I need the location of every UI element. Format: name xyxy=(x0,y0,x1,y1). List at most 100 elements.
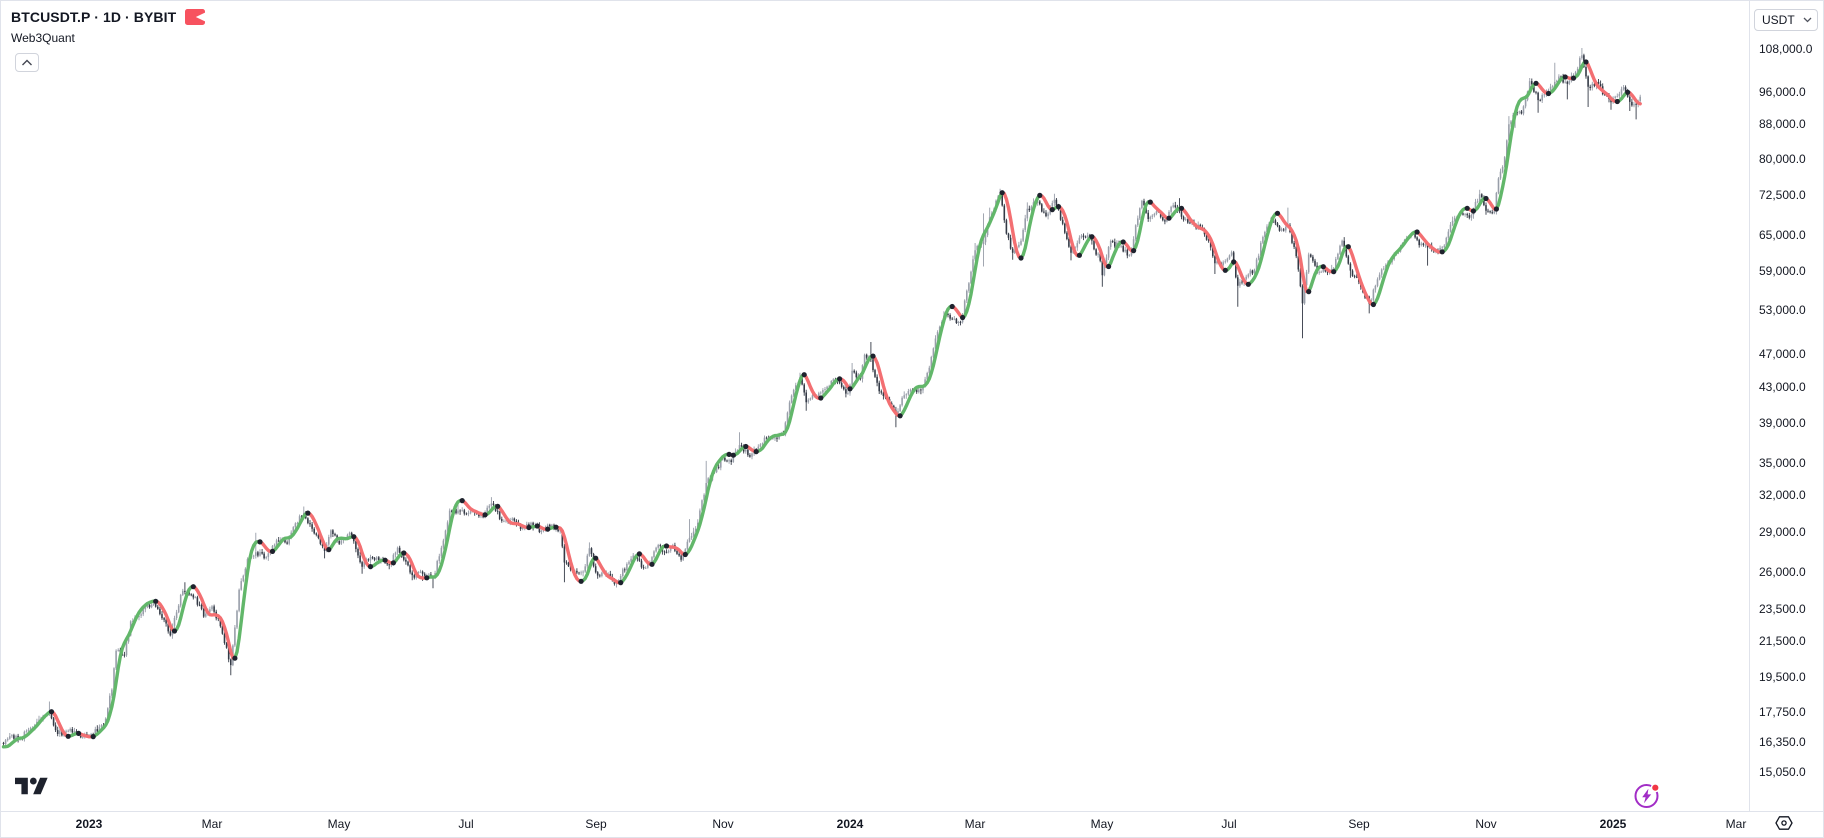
ma-turn-dot xyxy=(1166,215,1172,221)
ma-turn-dot xyxy=(1614,98,1620,105)
ma-line-down xyxy=(496,504,531,530)
ma-turn-dot xyxy=(682,551,688,558)
ma-turn-dot xyxy=(424,575,430,581)
ma-line-up xyxy=(327,535,356,552)
ma-turn-dot xyxy=(1178,205,1185,211)
price-tick-label: 16,350.0 xyxy=(1759,735,1806,749)
ma-turn-dot xyxy=(171,628,178,634)
chevron-down-icon xyxy=(1803,17,1812,23)
ma-turn-dot xyxy=(1370,301,1376,308)
collapse-legend-button[interactable] xyxy=(15,53,39,72)
ma-turn-dot xyxy=(382,557,388,563)
candle-bodies-up xyxy=(4,55,1641,744)
indicator-name[interactable]: Web3Quant xyxy=(11,31,75,45)
tradingview-logo[interactable] xyxy=(15,774,48,798)
price-tick-label: 53,000.0 xyxy=(1759,303,1806,317)
ma-turn-dot xyxy=(1562,74,1568,80)
time-tick-label: 2024 xyxy=(836,817,864,831)
ma-turn-dot xyxy=(1570,75,1577,81)
price-tick-label: 47,000.0 xyxy=(1759,347,1806,361)
ma-turn-dot xyxy=(818,395,824,401)
ma-turn-dot xyxy=(1120,239,1126,245)
axis-settings-gear-icon[interactable] xyxy=(1773,814,1795,832)
ma-turn-dot xyxy=(870,353,876,359)
ma-turn-dot xyxy=(534,523,540,529)
ma-line-down xyxy=(49,710,70,738)
price-tick-label: 59,000.0 xyxy=(1759,264,1806,278)
price-tick-label: 108,000.0 xyxy=(1759,42,1813,56)
ma-turn-dot xyxy=(326,547,332,553)
ma-line-up xyxy=(233,539,262,660)
time-tick-label: 2025 xyxy=(1599,817,1627,831)
ma-turn-dot xyxy=(1037,192,1043,198)
price-axis[interactable]: USDT 108,000.0 96,000.0 88,000.0 80,000.0 72… xyxy=(1749,1,1823,811)
price-tick-label: 39,000.0 xyxy=(1759,416,1806,430)
events-flash-icon[interactable] xyxy=(1633,782,1661,810)
ma-turn-dot xyxy=(999,190,1005,196)
ma-turn-dot xyxy=(48,709,55,715)
ma-turn-dot xyxy=(76,730,82,737)
ma-line-up xyxy=(425,498,464,580)
ma-turn-dot xyxy=(1049,207,1055,213)
ma-turn-dot xyxy=(526,524,532,531)
ma-turn-dot xyxy=(753,449,759,455)
ma-line-up xyxy=(1546,75,1567,96)
ma-line-down xyxy=(402,551,429,580)
ma-line-down xyxy=(1275,211,1311,294)
price-tick-label: 72,500.0 xyxy=(1759,188,1806,202)
time-axis[interactable]: 2023 Mar May Jul Sep Nov 2024 Mar May Jul Sep Nov 20… xyxy=(1,811,1823,837)
price-tick-label: 19,500.0 xyxy=(1759,670,1806,684)
time-tick-label: Mar xyxy=(1725,817,1747,831)
ma-line-down xyxy=(352,535,373,569)
ma-line-down xyxy=(664,544,687,557)
currency-dropdown[interactable]: USDT xyxy=(1754,9,1818,31)
ma-turn-dot xyxy=(593,555,599,561)
ma-turn-dot xyxy=(1320,264,1326,270)
ma-turn-dot xyxy=(1533,80,1539,86)
price-tick-label: 43,000.0 xyxy=(1759,380,1806,394)
ma-turn-dot xyxy=(801,372,807,378)
ma-turn-dot xyxy=(1493,206,1499,212)
candlestick-chart[interactable] xyxy=(1,1,1749,811)
ma-line-down xyxy=(191,585,237,660)
ma-turn-dot xyxy=(1076,252,1082,258)
ma-turn-dot xyxy=(1545,90,1552,97)
ma-line-up xyxy=(1246,211,1280,286)
ma-line-down xyxy=(1179,206,1227,272)
ma-turn-dot xyxy=(949,303,955,310)
ma-line-up xyxy=(898,304,954,418)
ma-line-down xyxy=(802,373,823,400)
ma-turn-dot xyxy=(1464,205,1470,211)
price-tick-label: 88,000.0 xyxy=(1759,117,1806,131)
price-tick-label: 21,500.0 xyxy=(1759,634,1806,648)
ma-turn-dot xyxy=(1331,269,1337,275)
ma-turn-dot xyxy=(1147,199,1153,205)
price-tick-label: 96,000.0 xyxy=(1759,85,1806,99)
ma-line-up xyxy=(754,373,806,454)
time-tick-label: 2023 xyxy=(75,817,103,831)
ma-turn-dot xyxy=(578,578,584,584)
ma-turn-dot xyxy=(1106,263,1112,270)
ma-turn-dot xyxy=(847,386,853,392)
ma-turn-dot xyxy=(1306,289,1312,295)
price-tick-label: 23,500.0 xyxy=(1759,602,1806,616)
ma-line-up xyxy=(1440,206,1469,254)
symbol-title[interactable]: BTCUSDT.P · 1D · BYBIT xyxy=(11,9,177,25)
ma-turn-dot xyxy=(351,534,357,540)
ma-line-up xyxy=(1307,264,1325,294)
ma-line-down xyxy=(554,525,583,583)
chevron-up-icon xyxy=(22,59,32,65)
ma-line-down xyxy=(1056,204,1082,258)
price-tick-label: 35,000.0 xyxy=(1759,456,1806,470)
ma-line-down xyxy=(1415,230,1444,254)
ma-turn-dot xyxy=(545,526,551,532)
ma-line-up xyxy=(91,599,158,739)
ma-line-up xyxy=(1019,193,1042,260)
time-tick-label: Sep xyxy=(1348,817,1370,831)
ma-turn-dot xyxy=(1018,255,1024,261)
ma-turn-dot xyxy=(1625,89,1631,95)
ma-line-up xyxy=(1131,200,1152,253)
ma-turn-dot xyxy=(482,512,488,518)
ma-line-down xyxy=(1584,60,1619,104)
